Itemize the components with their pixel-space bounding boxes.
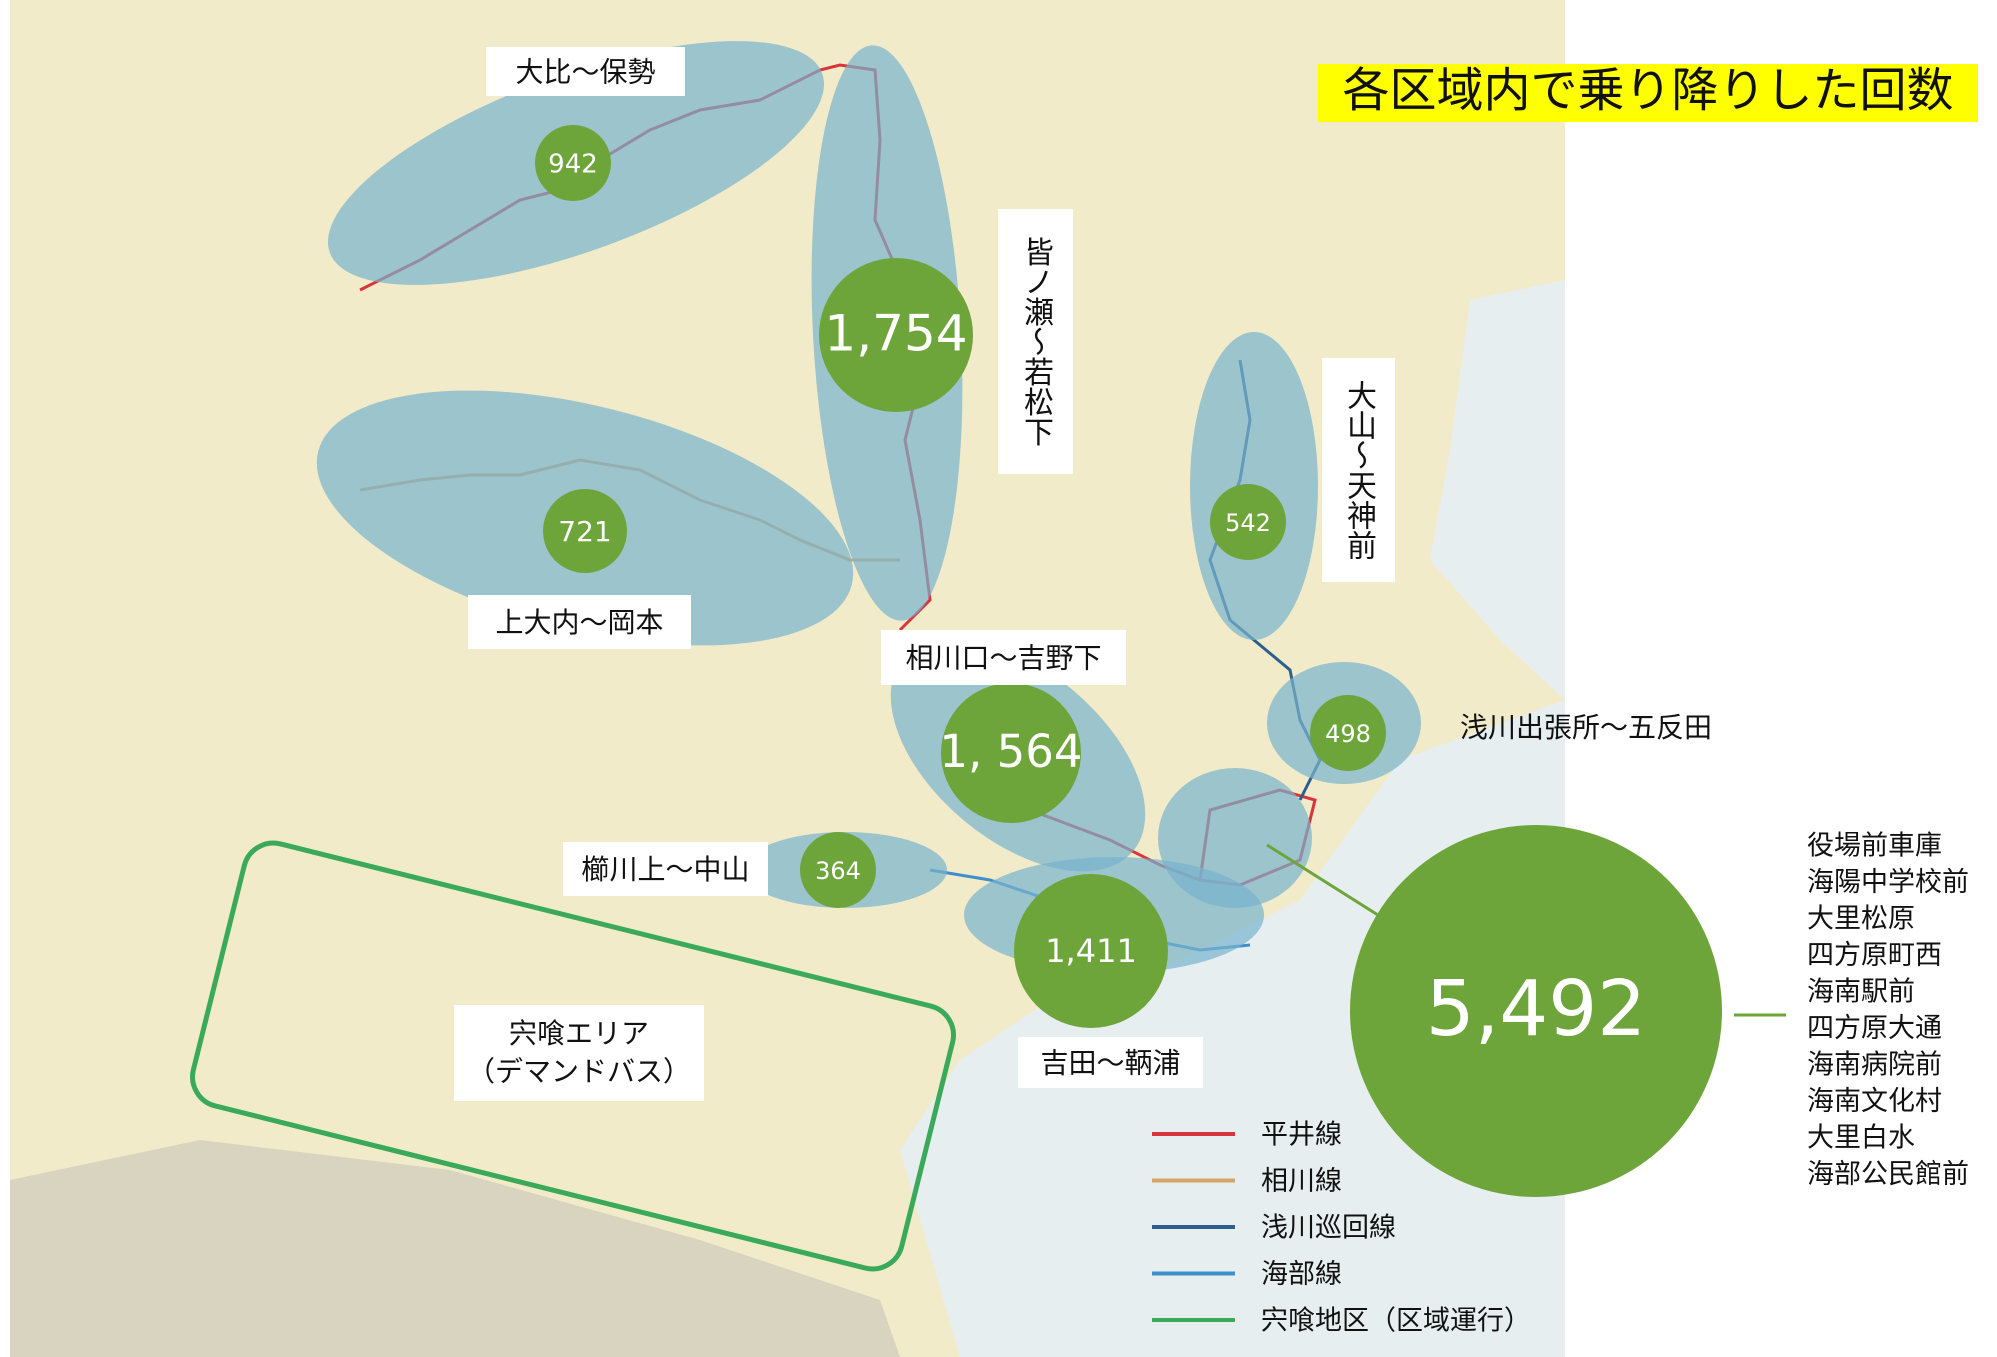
stop-name: 海南病院前 <box>1807 1050 1942 1081</box>
stop-name: 大里白水 <box>1807 1123 1915 1154</box>
area-label: 皆ノ瀬～若松下 <box>1018 237 1054 447</box>
stop-name: 海部公民館前 <box>1807 1159 1969 1190</box>
area-label: 相川口～吉野下 <box>905 642 1101 675</box>
label-box <box>486 47 685 96</box>
count-circle <box>1350 825 1722 1197</box>
legend-label: 相川線 <box>1261 1166 1342 1197</box>
areas: 942 大比～保勢 1,754 皆ノ瀬～若松下 721 上大内～岡本 542 大山～天神前 49… <box>316 41 1712 1088</box>
demand-label: 宍喰エリア <box>509 1017 649 1050</box>
stop-name: 海陽中学校前 <box>1807 867 1969 898</box>
count-circle <box>1310 695 1386 771</box>
label-box <box>998 209 1073 474</box>
area-label: 上大内～岡本 <box>495 606 663 639</box>
count: 1, 564 <box>939 725 1082 778</box>
legend-label: 海部線 <box>1261 1259 1342 1290</box>
area-label: 浅川出張所～五反田 <box>1460 711 1712 744</box>
count-circle <box>800 832 876 908</box>
legend-label: 平井線 <box>1261 1120 1342 1151</box>
connector <box>1266 843 1390 924</box>
stop-name: 海南駅前 <box>1807 977 1915 1008</box>
count: 5,492 <box>1426 965 1646 1054</box>
count-circle <box>535 125 611 201</box>
area-label: 吉田～鞆浦 <box>1040 1047 1180 1080</box>
label-box <box>1322 358 1395 582</box>
count: 721 <box>558 515 611 548</box>
count-circle <box>543 489 627 573</box>
legend-label: 浅川巡回線 <box>1261 1213 1396 1244</box>
title-background <box>1318 64 1978 122</box>
count: 542 <box>1225 509 1271 537</box>
count-circle <box>819 258 973 412</box>
label-box <box>468 595 691 649</box>
count-circle <box>1014 874 1168 1028</box>
sea <box>900 700 1565 1357</box>
count: 364 <box>815 857 861 885</box>
title: 各区域内で乗り降りした回数 <box>1343 64 1954 119</box>
demand-label: （デマンドバス） <box>467 1055 691 1088</box>
stop-name: 大里松原 <box>1807 904 1915 935</box>
legend-label: 宍喰地区（区域運行） <box>1261 1306 1531 1337</box>
label-box <box>454 1005 704 1101</box>
area-ellipse <box>1158 768 1312 908</box>
area-label: 大比～保勢 <box>515 56 655 89</box>
count: 498 <box>1325 720 1371 748</box>
count: 942 <box>548 150 598 180</box>
stop-name: 海南文化村 <box>1807 1086 1942 1117</box>
area-label: 大山～天神前 <box>1341 380 1377 560</box>
mountain-area <box>10 1140 900 1357</box>
count: 1,754 <box>824 305 967 363</box>
count-circle <box>941 683 1081 823</box>
demand-area-outline <box>190 840 956 1272</box>
stop-name: 役場前車庫 <box>1807 831 1942 862</box>
area-label: 櫛川上～中山 <box>581 853 749 886</box>
label-box <box>881 630 1126 685</box>
count-circle <box>1210 484 1286 560</box>
label-box <box>1018 1037 1203 1088</box>
stop-name: 四方原町西 <box>1807 940 1942 971</box>
label-box <box>563 842 768 896</box>
count: 1,411 <box>1045 932 1137 970</box>
sea <box>1430 280 1565 700</box>
stop-name: 四方原大通 <box>1807 1013 1942 1044</box>
